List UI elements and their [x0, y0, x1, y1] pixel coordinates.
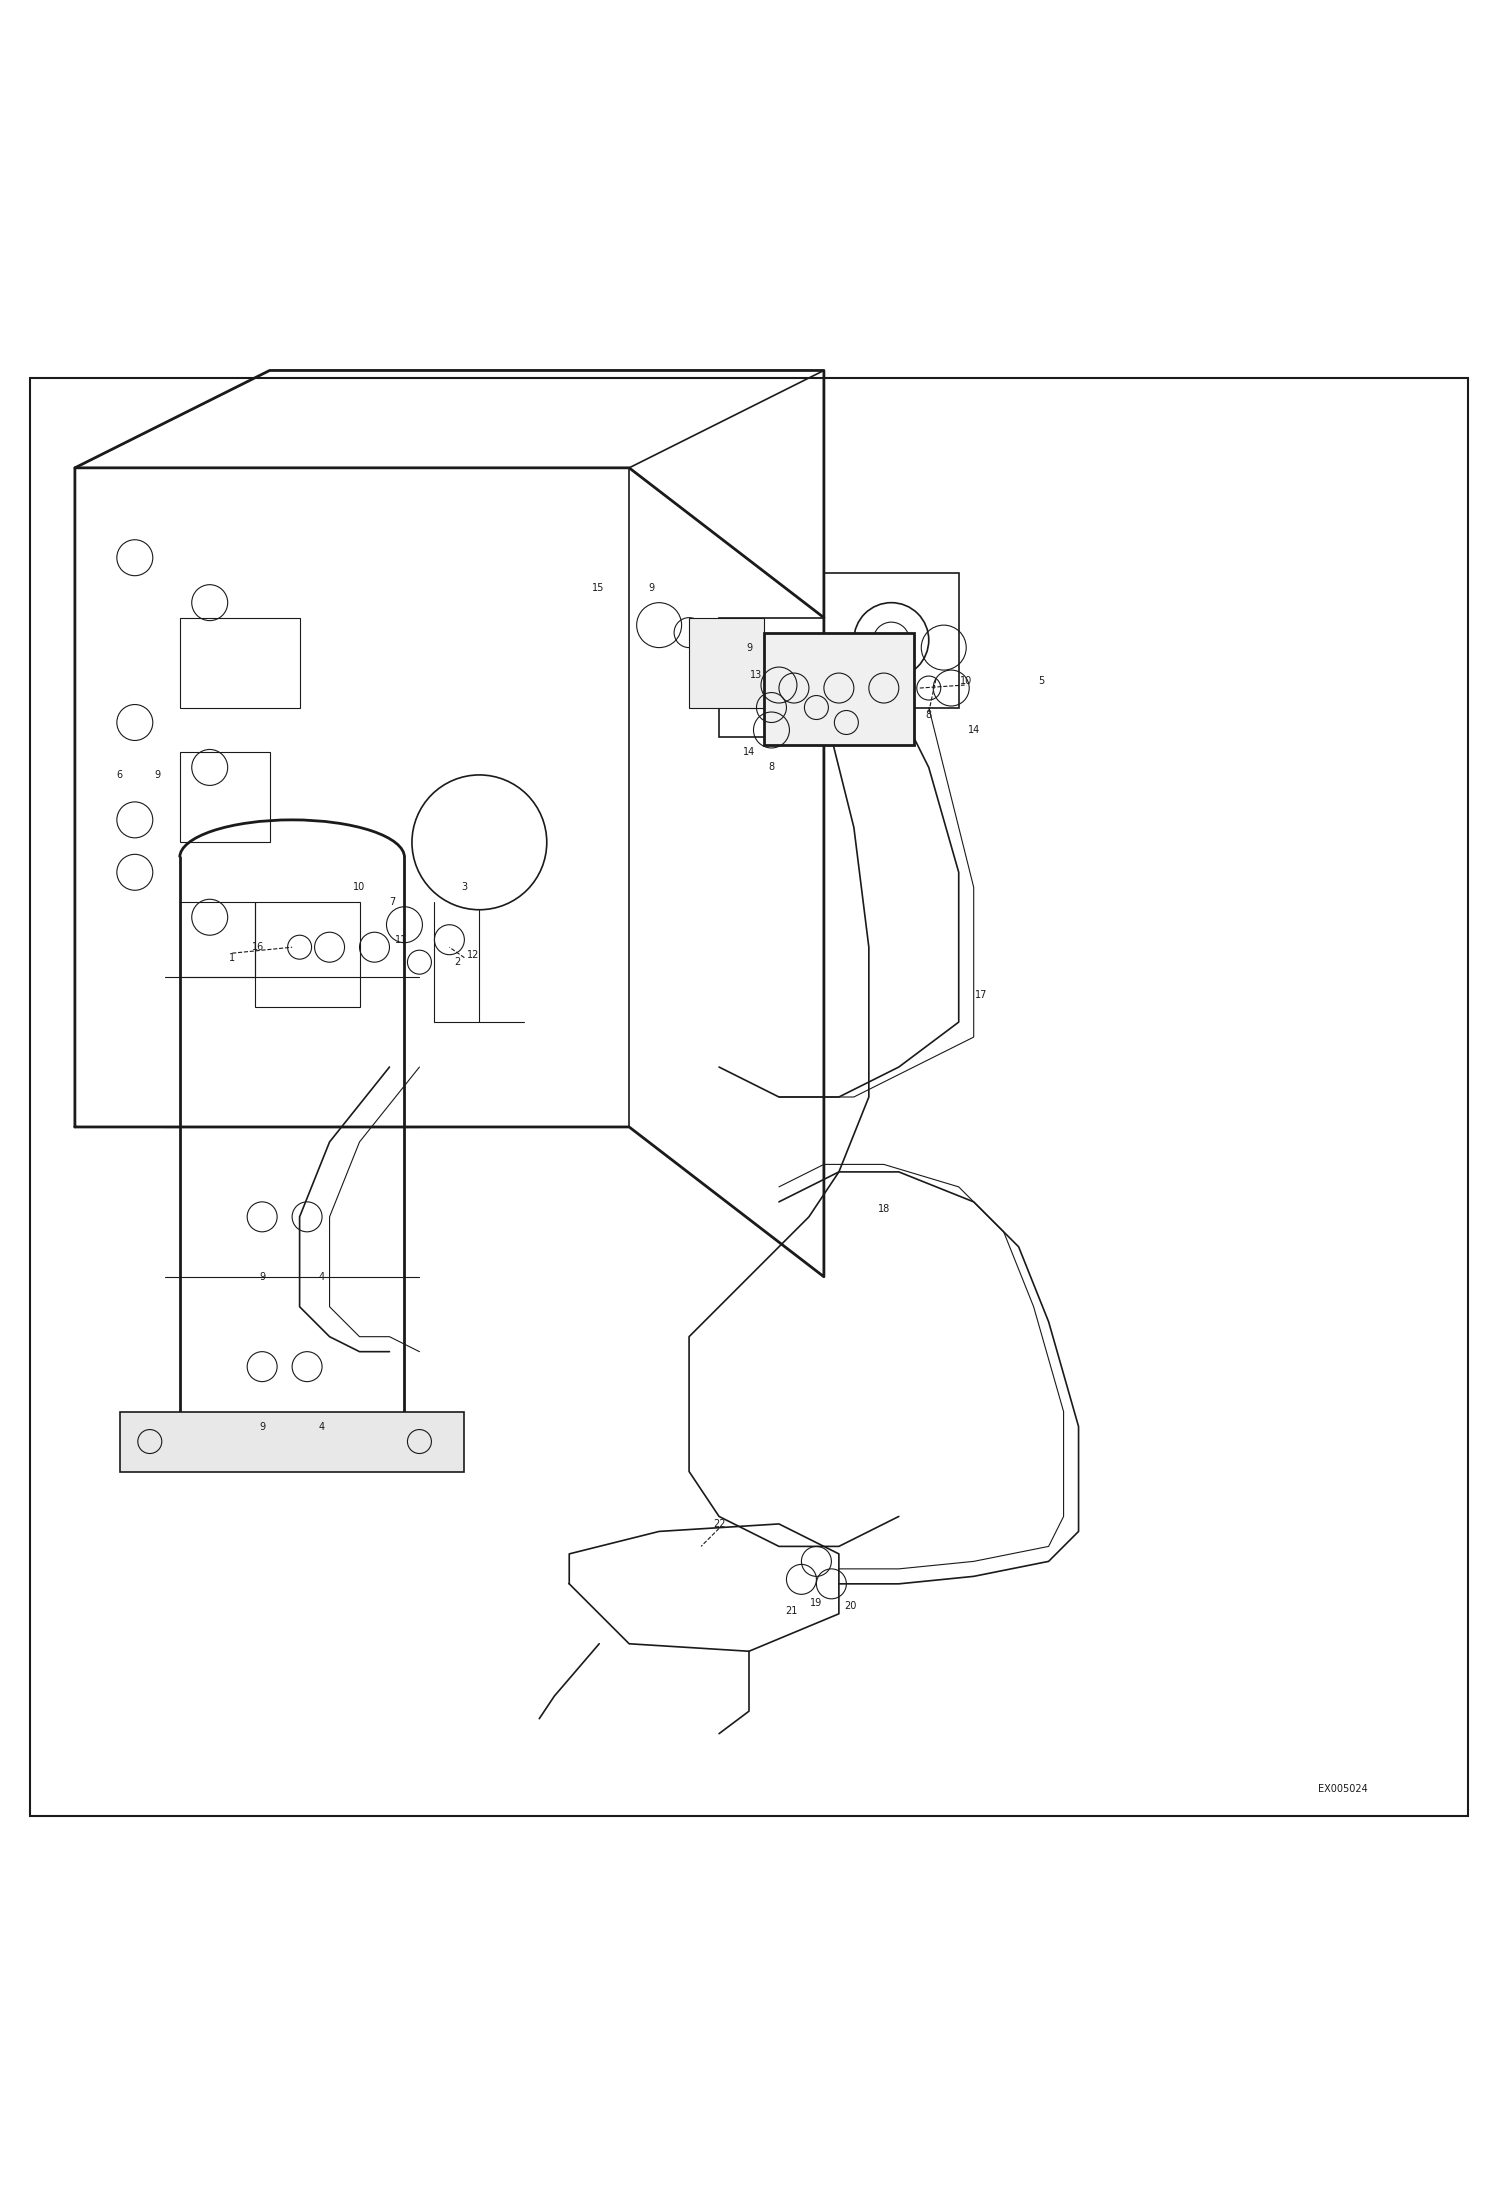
Text: 16: 16 [252, 941, 264, 952]
Text: 9: 9 [746, 643, 752, 652]
Bar [824, 573, 959, 706]
Bar [749, 647, 794, 706]
Text: 9: 9 [259, 1273, 265, 1281]
Text: 10: 10 [960, 676, 972, 685]
Text: 20: 20 [845, 1602, 857, 1610]
Text: 12: 12 [467, 950, 479, 959]
Text: 5: 5 [1038, 676, 1044, 685]
Text: 19: 19 [810, 1597, 822, 1608]
Text: 21: 21 [785, 1606, 797, 1615]
Bar [180, 753, 270, 842]
Text: 17: 17 [975, 989, 987, 1000]
Text: 6: 6 [117, 770, 123, 779]
Bar [689, 619, 764, 706]
Text: 22: 22 [713, 1518, 725, 1529]
Bar [180, 619, 300, 706]
Text: 15: 15 [592, 584, 604, 592]
Text: 18: 18 [878, 1205, 890, 1213]
Text: 2: 2 [454, 957, 460, 968]
Text: 3: 3 [461, 882, 467, 893]
Text: 14: 14 [743, 748, 755, 757]
Text: 14: 14 [968, 724, 980, 735]
Text: 4: 4 [319, 1422, 325, 1430]
Text: 13: 13 [750, 669, 762, 680]
Text: 1: 1 [229, 952, 235, 963]
Text: 9: 9 [259, 1422, 265, 1430]
Text: 9: 9 [154, 770, 160, 779]
Text: 8: 8 [926, 711, 932, 720]
Text: 9: 9 [649, 584, 655, 592]
Text: 4: 4 [319, 1273, 325, 1281]
Text: 8: 8 [768, 764, 774, 772]
Bar [255, 902, 360, 1007]
Text: 11: 11 [395, 935, 407, 946]
Text: 10: 10 [354, 882, 366, 893]
Bar [719, 619, 824, 737]
Text: 4: 4 [791, 674, 797, 682]
Bar [764, 632, 914, 746]
Bar [180, 902, 255, 976]
Text: 7: 7 [389, 897, 395, 908]
Text: EX005024: EX005024 [1318, 1784, 1368, 1795]
Bar [120, 1411, 464, 1472]
